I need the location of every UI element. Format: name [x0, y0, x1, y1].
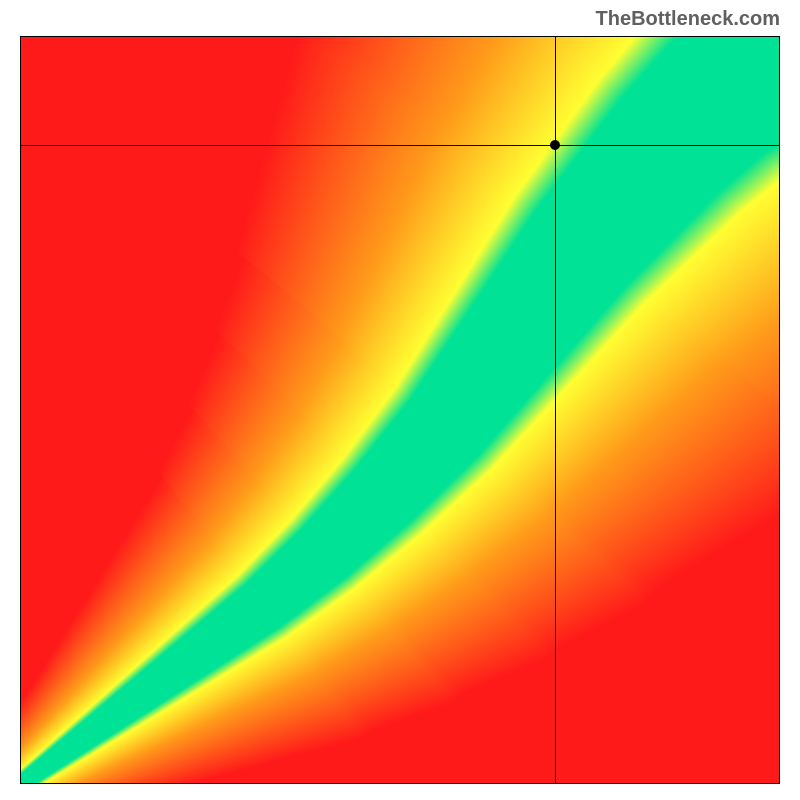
watermark-text: TheBottleneck.com — [596, 8, 780, 31]
crosshair-horizontal — [21, 145, 779, 146]
heatmap-canvas — [21, 37, 779, 783]
bottleneck-heatmap — [20, 36, 780, 784]
marker-dot — [550, 140, 560, 150]
